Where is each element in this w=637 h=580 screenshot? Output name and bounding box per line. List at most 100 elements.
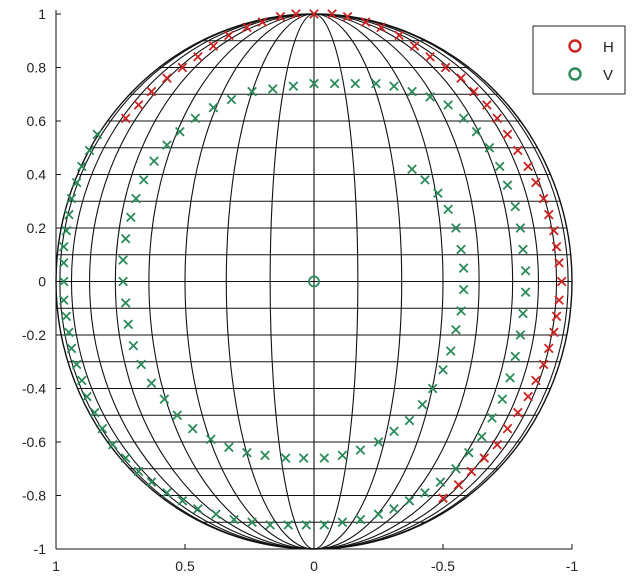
data-point-v (520, 265, 531, 276)
data-point-h (275, 11, 286, 22)
data-point-v (417, 399, 428, 410)
data-point-v (371, 78, 381, 89)
data-point-h (453, 479, 464, 490)
data-point-v (247, 517, 257, 528)
y-tick-label: 0.6 (27, 113, 47, 129)
data-point-v (118, 276, 128, 287)
data-point-v (329, 78, 340, 89)
legend-marker-h (568, 39, 582, 53)
data-point-v (162, 140, 172, 150)
data-point-v (309, 78, 319, 89)
data-point-v (497, 394, 508, 405)
data-point-v (404, 496, 415, 506)
data-point-h (177, 62, 188, 73)
data-point-v (420, 487, 430, 498)
data-point-v (451, 324, 461, 335)
data-point-v (128, 340, 139, 351)
data-point-h (224, 30, 234, 41)
data-point-v (427, 383, 438, 394)
data-point-h (531, 177, 541, 188)
data-point-v (404, 415, 415, 426)
data-point-v (205, 434, 216, 445)
data-point-v (76, 375, 87, 386)
data-point-v (61, 311, 72, 322)
data-point-v (82, 391, 92, 402)
data-point-v (476, 431, 487, 442)
data-point-h (554, 295, 564, 306)
x-tick-label: -1 (566, 558, 579, 574)
data-point-v (510, 351, 521, 362)
data-point-h (502, 423, 513, 434)
data-point-v (389, 504, 399, 514)
data-point-h (549, 327, 559, 338)
data-point-v (211, 509, 221, 520)
data-point-h (492, 113, 503, 124)
data-point-v (433, 188, 443, 199)
data-point-v (118, 255, 128, 265)
data-point-v (283, 520, 294, 530)
sphere-grid (55, 13, 573, 550)
data-point-v (66, 193, 77, 204)
data-point-v (301, 520, 312, 530)
data-point-v (438, 364, 448, 375)
y-tick-label: 0.4 (27, 167, 47, 183)
y-tick-label: -0.4 (22, 381, 46, 397)
data-point-v (487, 413, 497, 423)
data-point-v (451, 463, 461, 474)
data-point-v (520, 287, 531, 298)
data-point-v (510, 201, 521, 212)
data-point-h (523, 161, 533, 172)
data-point-h (309, 9, 319, 19)
data-point-h (492, 439, 503, 450)
data-point-h (291, 9, 301, 19)
legend-label-v: V (603, 67, 613, 84)
data-point-h (162, 73, 172, 84)
data-point-v (138, 175, 149, 185)
data-point-v (133, 466, 144, 477)
x-tick-label: 0 (310, 558, 318, 574)
data-point-v (61, 225, 72, 236)
data-point-v (443, 204, 453, 215)
data-point-v (131, 193, 141, 204)
data-point-v (136, 359, 146, 370)
data-point-v (107, 439, 118, 450)
data-point-v (229, 514, 239, 525)
data-point-h (425, 51, 435, 62)
data-point-v (319, 520, 330, 530)
data-point-v (123, 319, 134, 330)
data-point-v (120, 233, 131, 244)
data-point-v (226, 94, 237, 105)
data-point-h (554, 257, 564, 268)
data-point-v (389, 81, 399, 92)
data-point-v (84, 145, 95, 156)
data-point-h (242, 22, 252, 33)
data-point-v (177, 496, 188, 506)
data-point-v (494, 161, 505, 172)
data-point-h (538, 193, 549, 204)
data-point-v (407, 164, 417, 174)
data-point-h (257, 17, 268, 27)
data-point-v (420, 175, 430, 185)
y-tick-label: -1 (34, 541, 47, 557)
data-point-v (505, 372, 515, 383)
data-point-h (438, 493, 448, 504)
y-tick-label: -0.6 (22, 434, 46, 450)
data-point-v (389, 426, 399, 437)
data-point-v (120, 453, 131, 463)
data-point-h (394, 30, 404, 41)
data-point-h (376, 22, 386, 33)
data-point-v (58, 295, 69, 306)
data-point-v (355, 445, 366, 455)
data-point-h (360, 17, 371, 27)
data-point-h (482, 100, 492, 110)
data-point-h (440, 62, 451, 73)
data-point-h (120, 113, 131, 124)
y-tick-label: -0.8 (22, 488, 46, 504)
data-point-h (551, 311, 562, 322)
data-point-v (64, 209, 74, 220)
data-point-v (187, 423, 198, 434)
data-point-v (58, 241, 69, 252)
data-point-v (458, 284, 469, 295)
data-point-v (435, 477, 446, 487)
